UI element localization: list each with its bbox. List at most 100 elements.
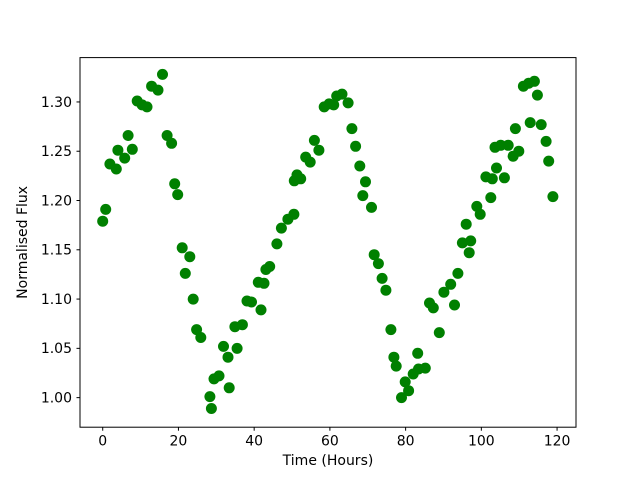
scatter-point — [403, 385, 415, 397]
scatter-point — [179, 267, 191, 279]
scatter-point — [166, 137, 178, 149]
scatter-point — [452, 267, 464, 279]
scatter-point — [218, 340, 229, 352]
scatter-point — [110, 163, 122, 175]
scatter-point — [328, 99, 340, 111]
scatter-point — [474, 208, 486, 220]
x-axis-label: Time (Hours) — [282, 453, 374, 469]
scatter-point — [388, 351, 400, 363]
scatter-point — [360, 176, 371, 188]
scatter-point — [169, 178, 181, 190]
scatter-point — [288, 208, 300, 220]
scatter-point — [465, 235, 477, 247]
scatter-point — [380, 284, 392, 296]
scatter-point — [205, 403, 217, 414]
scatter-point — [264, 261, 276, 272]
axes-frame — [79, 57, 577, 428]
scatter-point — [372, 258, 384, 270]
scatter-point — [449, 299, 460, 311]
y-tick-label: 1.05 — [41, 341, 72, 357]
scatter-point — [419, 362, 431, 374]
scatter-point — [308, 134, 320, 146]
scatter-point — [172, 189, 184, 201]
scatter-point — [524, 117, 536, 129]
x-tick-label: 20 — [170, 434, 188, 450]
scatter-point — [141, 101, 153, 113]
scatter-point — [376, 272, 388, 284]
scatter-point — [456, 237, 468, 249]
scatter-point — [485, 192, 497, 204]
scatter-point — [540, 135, 552, 147]
y-tick-label: 1.20 — [41, 193, 72, 209]
scatter-point — [246, 296, 257, 308]
y-tick-label: 1.15 — [41, 243, 72, 259]
scatter-point — [255, 304, 267, 316]
scatter-point — [222, 351, 234, 363]
x-axis-ticks: 0 20 40 60 80 100 120 — [98, 427, 570, 450]
scatter-point — [486, 173, 498, 185]
scatter-point — [122, 130, 134, 141]
scatter-point — [275, 222, 287, 234]
y-tick-label: 1.25 — [41, 144, 72, 160]
scatter-point — [399, 376, 411, 388]
scatter-point — [385, 324, 397, 336]
y-axis-ticks: 1.00 1.05 1.10 1.15 1.20 1.25 1.30 — [41, 95, 80, 406]
scatter-point — [412, 347, 424, 359]
scatter-point — [368, 249, 380, 261]
scatter-point — [357, 190, 369, 202]
scatter-point — [231, 342, 243, 354]
plot-area — [80, 57, 576, 428]
scatter-point — [126, 143, 138, 155]
x-tick-label: 120 — [544, 434, 571, 450]
scatter-point — [295, 173, 307, 185]
scatter-point — [438, 286, 450, 298]
scatter-point — [313, 144, 325, 156]
scatter-point — [187, 293, 199, 305]
scatter-point — [223, 382, 235, 394]
scatter-points — [97, 68, 559, 414]
scatter-point — [543, 155, 555, 167]
scatter-point — [513, 145, 525, 157]
scatter-point — [112, 144, 124, 156]
scatter-point — [236, 319, 248, 331]
scatter-point — [528, 75, 540, 87]
scatter-point — [157, 68, 168, 80]
scatter-point — [366, 201, 377, 213]
scatter-point — [445, 278, 457, 290]
scatter-point — [176, 242, 188, 254]
scatter-point — [152, 84, 164, 96]
y-tick-label: 1.00 — [41, 390, 72, 406]
scatter-point — [258, 277, 270, 289]
scatter-point — [342, 97, 354, 109]
scatter-point — [336, 88, 348, 100]
scatter-point — [427, 302, 439, 314]
x-tick-label: 80 — [397, 434, 415, 450]
scatter-point — [463, 247, 475, 259]
scatter-point — [213, 370, 225, 382]
scatter-point — [271, 238, 283, 250]
scatter-point — [535, 119, 547, 131]
x-tick-label: 60 — [321, 434, 339, 450]
scatter-point — [531, 89, 543, 101]
scatter-point — [184, 251, 196, 263]
scatter-point — [304, 156, 316, 168]
scatter-point — [433, 327, 445, 339]
y-axis-label: Normalised Flux — [15, 186, 31, 299]
scatter-point — [390, 360, 402, 372]
scatter-point — [195, 332, 207, 343]
x-tick-label: 100 — [468, 434, 495, 450]
scatter-point — [498, 172, 510, 184]
scatter-point — [119, 152, 131, 164]
scatter-point — [97, 215, 109, 227]
scatter-point — [491, 162, 502, 174]
scatter-point — [346, 123, 358, 135]
scatter-point — [350, 140, 362, 152]
scatter-point — [502, 139, 514, 151]
x-tick-label: 0 — [98, 434, 107, 450]
scatter-point — [354, 160, 366, 172]
scatter-point — [547, 191, 559, 203]
scatter-point — [460, 218, 472, 230]
scatter-point — [204, 391, 216, 403]
y-tick-label: 1.30 — [41, 95, 72, 111]
